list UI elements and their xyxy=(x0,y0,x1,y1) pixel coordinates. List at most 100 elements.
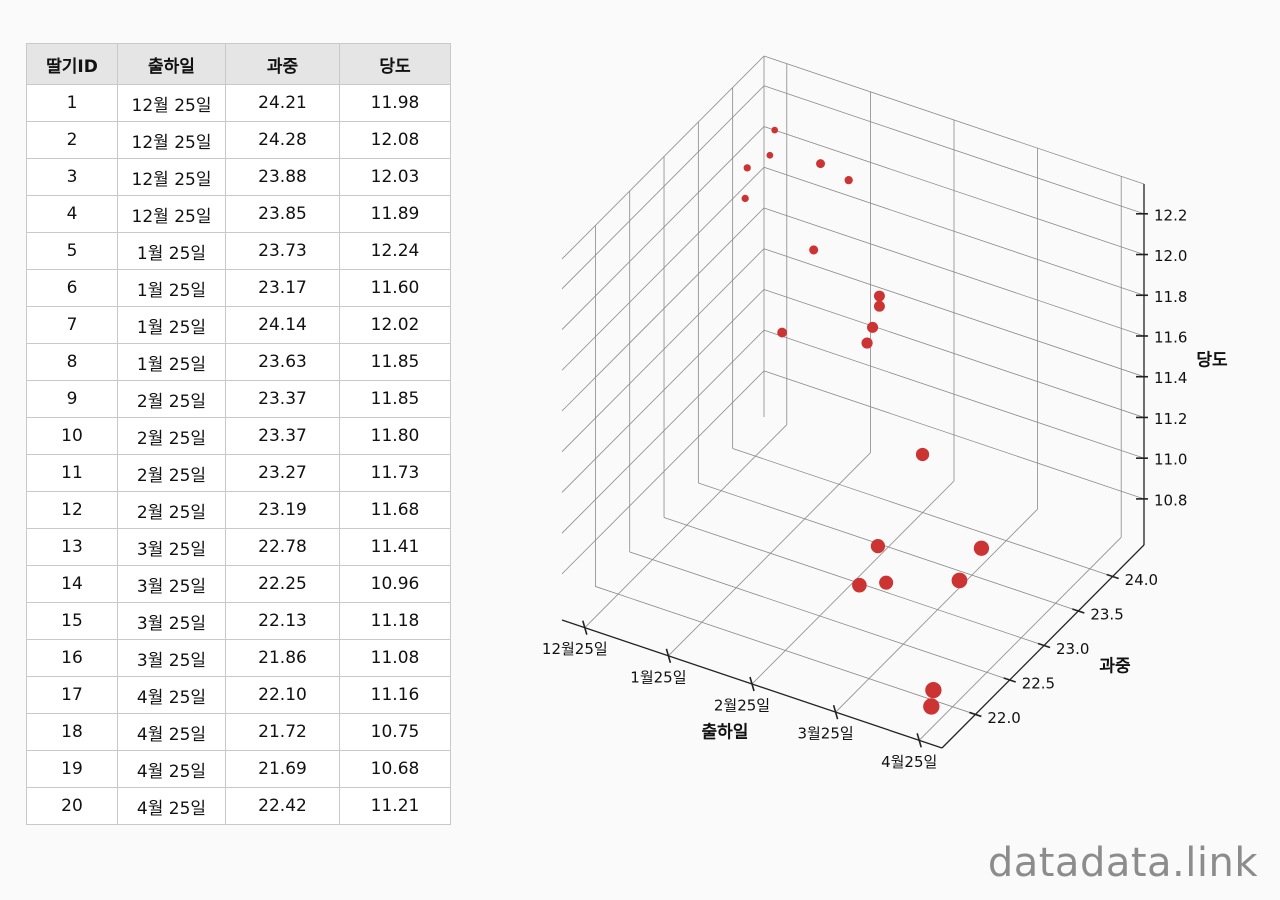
data-point xyxy=(766,151,774,159)
z-tick-label: 11.4 xyxy=(1154,369,1187,387)
grid-line xyxy=(763,85,1145,215)
cell-id: 5 xyxy=(26,232,118,270)
x-tick xyxy=(582,620,588,635)
grid-line xyxy=(561,126,765,330)
data-point xyxy=(925,682,942,699)
y-tick-label: 22.0 xyxy=(987,709,1020,727)
cell-sugar: 11.68 xyxy=(339,491,451,529)
cell-ship-date: 1월 25일 xyxy=(117,232,226,270)
cell-weight: 21.69 xyxy=(225,750,340,788)
data-point xyxy=(873,300,885,312)
x-tick xyxy=(832,704,839,720)
cell-sugar: 11.98 xyxy=(339,84,451,122)
x-tick xyxy=(665,648,672,664)
grid-line xyxy=(763,166,1145,296)
cell-ship-date: 3월 25일 xyxy=(117,528,226,566)
z-tick-label: 11.8 xyxy=(1154,288,1187,306)
table-row: 10 2월 25일 23.37 11.80 xyxy=(26,417,451,455)
table-row: 13 3월 25일 22.78 11.41 xyxy=(26,528,451,566)
z-tick-label: 11.0 xyxy=(1154,451,1187,469)
cell-ship-date: 12월 25일 xyxy=(117,195,226,233)
grid-line xyxy=(561,166,765,371)
x-axis-title: 출하일 xyxy=(702,723,749,743)
table-row: 1 12월 25일 24.21 11.98 xyxy=(26,84,451,122)
grid-line xyxy=(763,370,1145,500)
table-row: 20 4월 25일 22.42 11.21 xyxy=(26,787,451,825)
cell-id: 11 xyxy=(26,454,118,492)
table-header-row: 딸기ID 출하일 과중 당도 xyxy=(26,43,451,85)
grid-line xyxy=(763,207,1145,337)
cell-weight: 23.63 xyxy=(225,343,340,381)
cell-sugar: 11.08 xyxy=(339,639,451,677)
cell-sugar: 11.73 xyxy=(339,454,451,492)
x-tick-label: 4월25일 xyxy=(881,753,937,771)
cell-id: 18 xyxy=(26,713,118,751)
cell-sugar: 11.21 xyxy=(339,787,451,825)
table-row: 9 2월 25일 23.37 11.85 xyxy=(26,380,451,418)
grid-line xyxy=(732,448,1113,577)
table-row: 17 4월 25일 22.10 11.16 xyxy=(26,676,451,714)
cell-weight: 23.17 xyxy=(225,269,340,307)
cell-weight: 24.21 xyxy=(225,84,340,122)
table-row: 19 4월 25일 21.69 10.68 xyxy=(26,750,451,788)
cell-ship-date: 3월 25일 xyxy=(117,639,226,677)
cell-id: 12 xyxy=(26,491,118,529)
cell-weight: 22.25 xyxy=(225,565,340,603)
cell-weight: 21.86 xyxy=(225,639,340,677)
watermark: datadata.link xyxy=(987,840,1258,886)
cell-sugar: 10.75 xyxy=(339,713,451,751)
grid-line xyxy=(561,207,765,412)
x-tick-label: 12월25일 xyxy=(542,640,608,658)
grid-line xyxy=(763,126,1145,255)
cell-ship-date: 2월 25일 xyxy=(117,417,226,455)
grid-line xyxy=(561,329,765,534)
x-tick-label: 1월25일 xyxy=(630,668,686,686)
table-row: 3 12월 25일 23.88 12.03 xyxy=(26,158,451,196)
cell-sugar: 11.85 xyxy=(339,343,451,381)
cell-sugar: 12.03 xyxy=(339,158,451,196)
cell-ship-date: 2월 25일 xyxy=(117,454,226,492)
grid-line xyxy=(629,551,1010,681)
z-axis-title: 당도 xyxy=(1196,351,1228,371)
z-tick-label: 11.6 xyxy=(1154,328,1187,346)
y-tick xyxy=(1106,573,1119,580)
header-sugar: 당도 xyxy=(339,43,451,85)
cell-ship-date: 12월 25일 xyxy=(117,158,226,196)
cell-ship-date: 1월 25일 xyxy=(117,306,226,344)
data-point xyxy=(867,321,879,333)
x-tick xyxy=(749,676,755,692)
table-row: 18 4월 25일 21.72 10.75 xyxy=(26,713,451,751)
data-point xyxy=(973,540,990,556)
y-tick xyxy=(969,711,982,718)
cell-sugar: 11.80 xyxy=(339,417,451,455)
z-tick-label: 12.2 xyxy=(1154,206,1187,224)
cell-weight: 23.27 xyxy=(225,454,340,492)
pane-edge xyxy=(561,55,765,260)
y-tick-label: 24.0 xyxy=(1125,571,1158,589)
data-point xyxy=(771,126,779,134)
data-point xyxy=(816,159,826,169)
cell-sugar: 11.89 xyxy=(339,195,451,233)
grid-line xyxy=(595,586,976,715)
cell-weight: 23.19 xyxy=(225,491,340,529)
cell-weight: 24.28 xyxy=(225,121,340,159)
cell-id: 17 xyxy=(26,676,118,714)
z-tick-label: 11.2 xyxy=(1154,410,1187,428)
cell-sugar: 11.60 xyxy=(339,269,451,307)
z-tick-label: 10.8 xyxy=(1154,491,1187,509)
data-point xyxy=(915,447,930,462)
cell-weight: 22.13 xyxy=(225,602,340,640)
cell-weight: 22.42 xyxy=(225,787,340,825)
y-tick-label: 22.5 xyxy=(1022,674,1055,692)
cell-id: 9 xyxy=(26,380,118,418)
table-row: 11 2월 25일 23.27 11.73 xyxy=(26,454,451,492)
cell-ship-date: 4월 25일 xyxy=(117,713,226,751)
cell-id: 20 xyxy=(26,787,118,825)
cell-weight: 23.37 xyxy=(225,380,340,418)
cell-weight: 22.78 xyxy=(225,528,340,566)
cell-sugar: 12.24 xyxy=(339,232,451,270)
pane-edge xyxy=(763,55,1145,185)
grid-line xyxy=(763,289,1145,418)
cell-id: 13 xyxy=(26,528,118,566)
